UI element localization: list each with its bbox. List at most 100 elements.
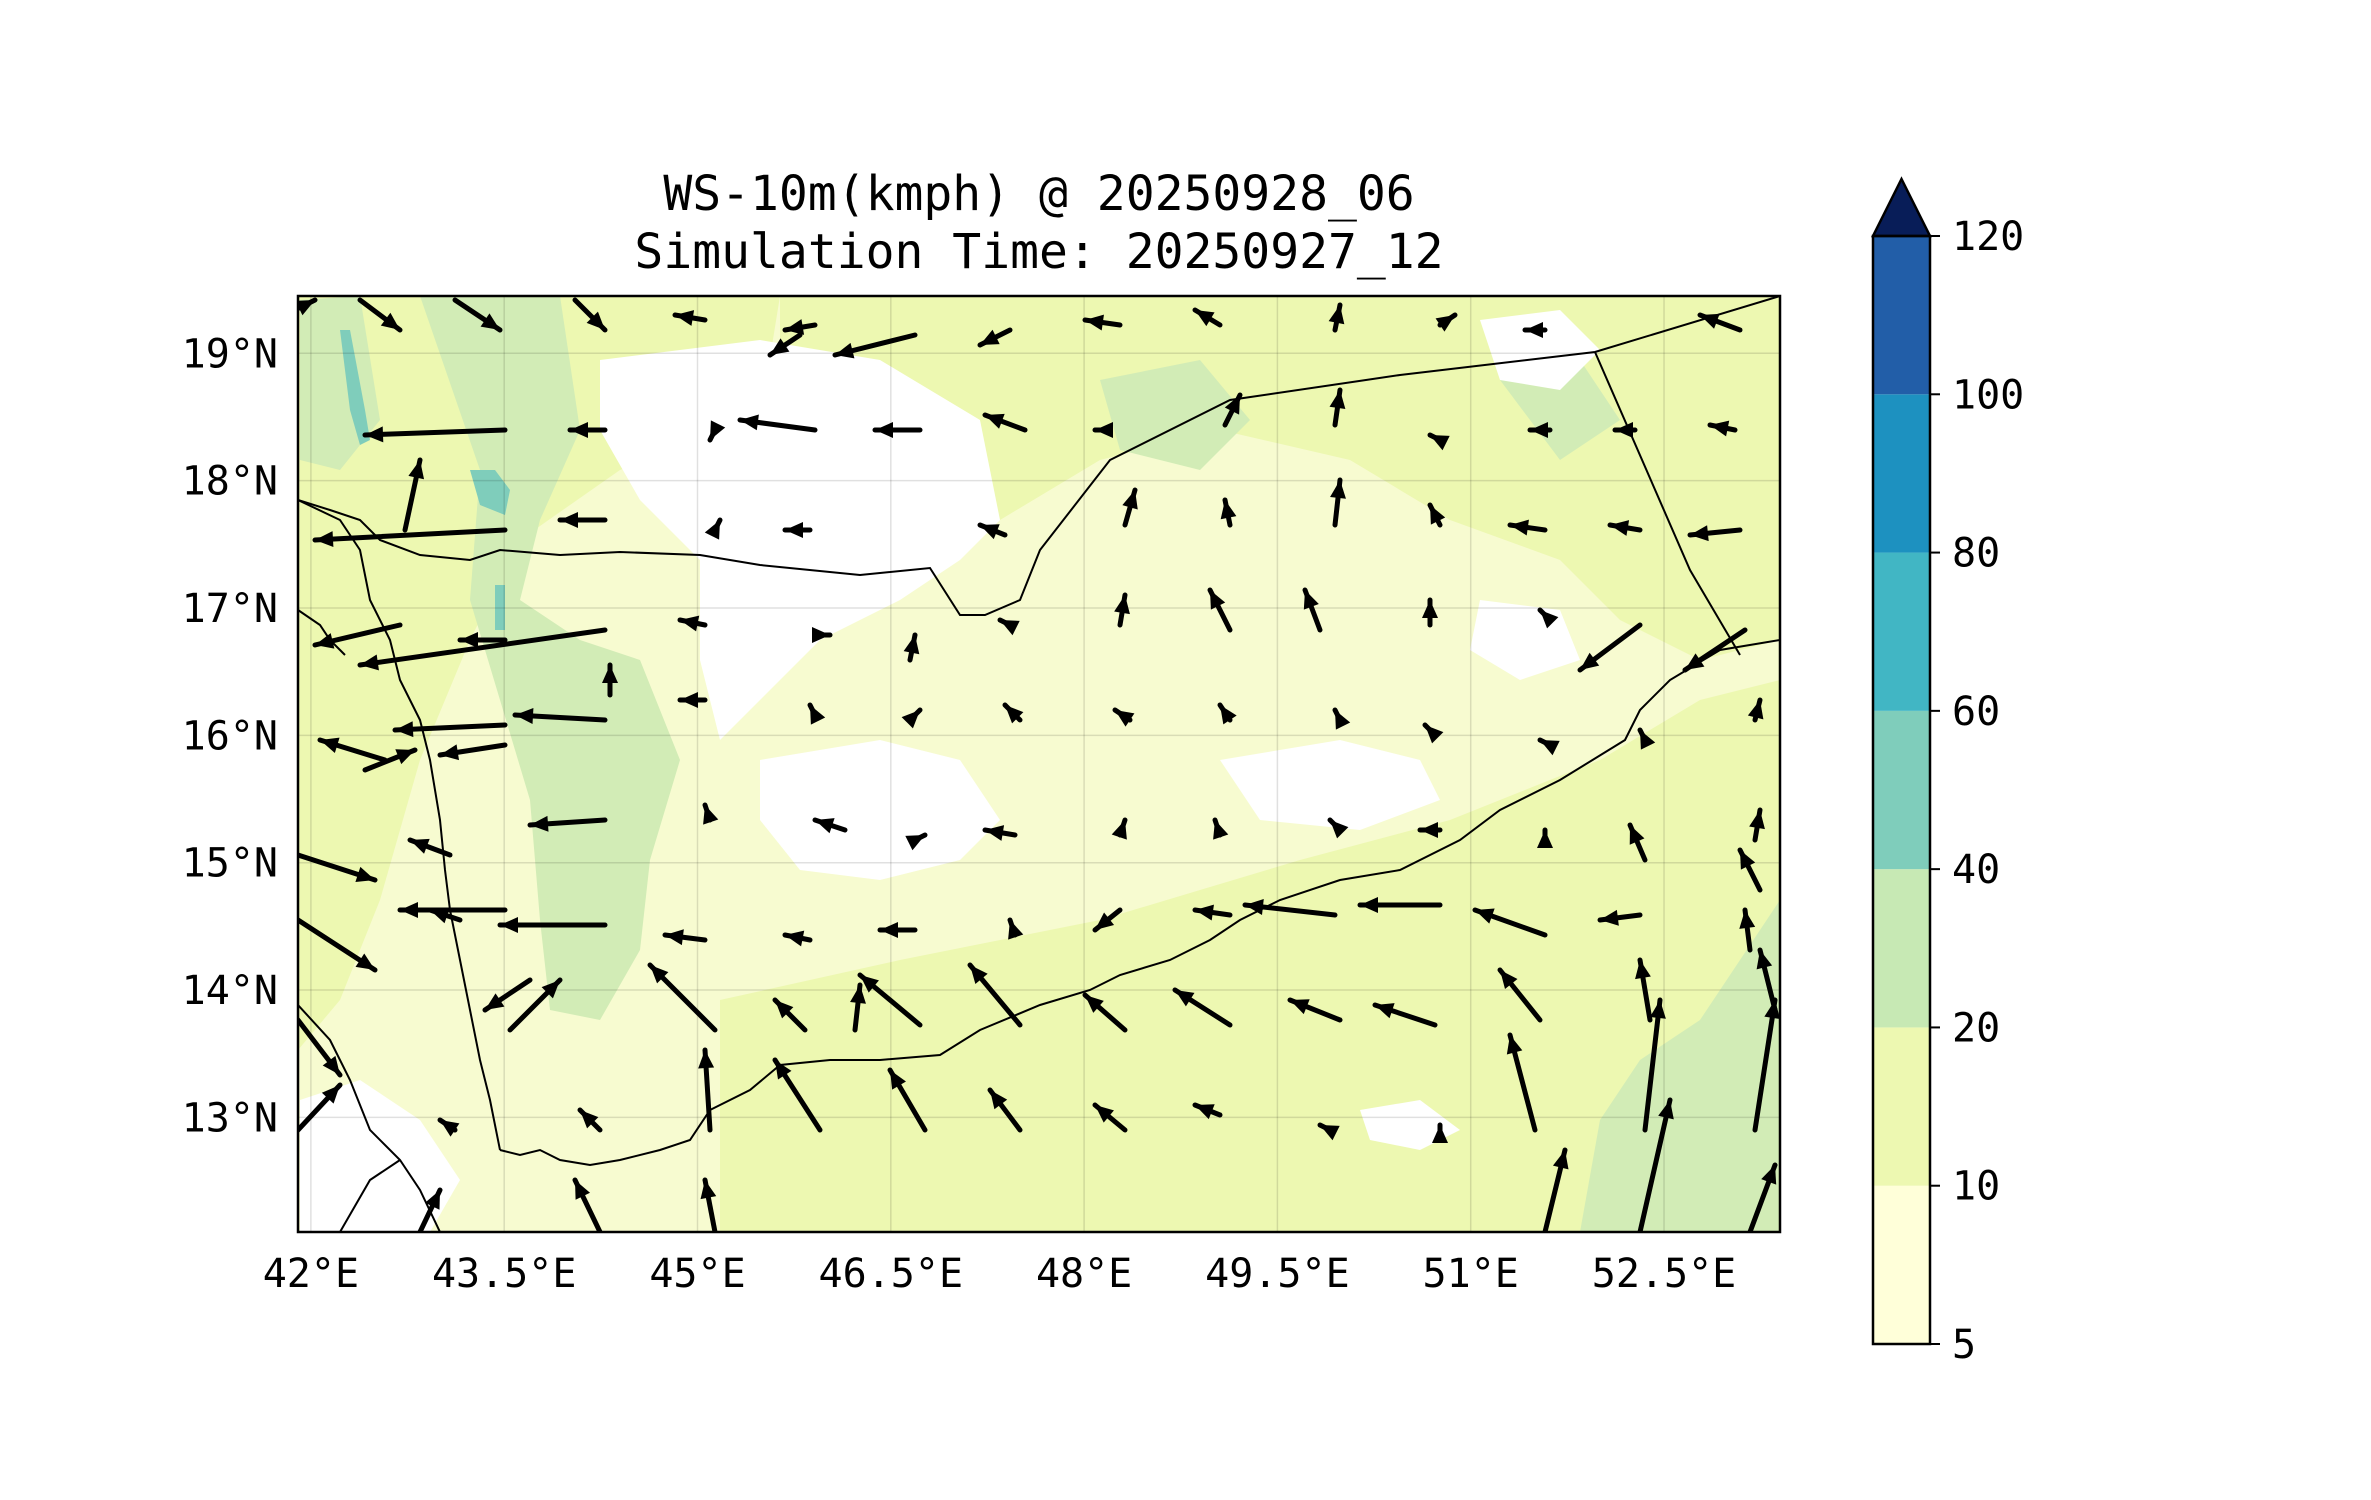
speed-40-60-streak-3 xyxy=(495,585,505,630)
colorbar-label-3: 40 xyxy=(1952,847,2000,893)
y-axis-ticks: 19°N 18°N 17°N 16°N 15°N 14°N 13°N xyxy=(182,331,278,1141)
wind-vector-54 xyxy=(1682,627,1748,673)
wind-vector-76 xyxy=(982,825,1018,841)
eritrea-coastline-north xyxy=(298,609,346,656)
wind-speed-field-patches xyxy=(298,296,1780,1232)
wind-vector-1 xyxy=(357,297,403,333)
wind-vector-101 xyxy=(427,907,463,924)
speed-40-60-streak-1 xyxy=(340,330,370,445)
y-tick-label-4: 15°N xyxy=(182,841,278,887)
wind-vector-49 xyxy=(1207,587,1233,633)
wind-vector-96 xyxy=(1357,897,1443,913)
wind-vector-6 xyxy=(767,332,803,358)
wind-vector-47 xyxy=(997,617,1020,636)
wind-vector-127 xyxy=(1432,1122,1448,1143)
wind-vector-5 xyxy=(782,319,818,335)
wind-vector-93 xyxy=(1092,907,1123,933)
colorbar-label-1: 10 xyxy=(1952,1164,2000,1210)
wind-vector-11 xyxy=(1328,302,1345,333)
wind-vector-14 xyxy=(1697,312,1743,333)
african-coastline xyxy=(298,1004,441,1232)
wind-vector-51 xyxy=(1422,597,1438,628)
wind-vector-31 xyxy=(704,517,723,540)
wind-vector-136 xyxy=(1747,1162,1778,1232)
wind-vector-17 xyxy=(707,420,726,443)
wind-vector-131 xyxy=(417,1187,443,1232)
colorbar-segment-5 xyxy=(1873,394,1930,553)
wind-vector-106 xyxy=(850,982,866,1033)
low-speed-central xyxy=(600,340,1000,740)
wind-vector-59 xyxy=(677,692,708,708)
colorbar-label-6: 100 xyxy=(1952,372,2024,418)
wind-vector-104 xyxy=(647,962,718,1033)
colorbar-segment-3 xyxy=(1873,710,1930,870)
wind-vector-133 xyxy=(700,1177,718,1232)
colorbar-segment-2 xyxy=(1873,869,1930,1028)
wind-vector-91 xyxy=(877,922,918,938)
wind-vector-111 xyxy=(1287,997,1343,1023)
wind-vector-83 xyxy=(1749,807,1765,843)
wind-vector-22 xyxy=(1222,392,1243,428)
x-tick-label-0: 42°E xyxy=(263,1251,359,1297)
wind-vector-8 xyxy=(977,327,1013,348)
wind-vector-27 xyxy=(1707,420,1738,437)
wind-vector-55 xyxy=(317,737,388,763)
colorbar-label-0: 5 xyxy=(1952,1322,1976,1368)
wind-vector-30 xyxy=(557,512,608,528)
wind-vectors xyxy=(298,297,1780,1232)
wind-vector-100 xyxy=(298,917,378,973)
wind-vector-99 xyxy=(1739,907,1756,953)
wind-vector-58 xyxy=(602,662,618,698)
low-speed-horn xyxy=(300,1080,460,1232)
wind-vector-20 xyxy=(982,412,1028,433)
wind-vector-9 xyxy=(1082,314,1123,331)
wind-vector-36 xyxy=(1330,477,1346,528)
wind-vector-94 xyxy=(1192,904,1233,921)
djibouti-border xyxy=(339,1159,401,1232)
red-sea-coastline xyxy=(298,499,501,1151)
colorbar-frame xyxy=(1871,234,1932,1346)
wind-vector-107 xyxy=(857,972,923,1028)
wind-vector-61 xyxy=(901,707,923,729)
wind-vector-13 xyxy=(1522,322,1548,338)
x-tick-label-1: 43.5°E xyxy=(432,1251,577,1297)
wind-vector-86 xyxy=(407,837,453,858)
wind-vector-88 xyxy=(497,917,608,933)
wind-vector-70 xyxy=(362,747,418,773)
wind-vector-84 xyxy=(1737,847,1763,893)
wind-vector-46 xyxy=(903,632,920,663)
wind-vector-12 xyxy=(1435,312,1458,332)
wind-vector-113 xyxy=(1497,967,1543,1023)
colorbar-label-4: 60 xyxy=(1952,689,2000,735)
wind-vector-63 xyxy=(1112,707,1135,727)
wind-vector-103 xyxy=(482,977,533,1013)
wind-vector-21 xyxy=(1092,422,1113,438)
low-speed-hadramaut xyxy=(1220,740,1440,830)
wind-vector-97 xyxy=(1472,907,1548,938)
wind-vector-105 xyxy=(772,997,808,1033)
x-tick-label-7: 52.5°E xyxy=(1592,1251,1737,1297)
wind-vector-69 xyxy=(1747,697,1764,723)
wind-vector-2 xyxy=(452,297,503,333)
colorbar-segment-6 xyxy=(1873,236,1930,395)
colorbar-label-7: 120 xyxy=(1952,214,2024,260)
wind-vector-112 xyxy=(1372,1002,1438,1028)
wind-vector-108 xyxy=(967,962,1023,1028)
wind-vector-65 xyxy=(1332,707,1351,730)
wind-vector-85 xyxy=(298,852,378,883)
wind-vector-57 xyxy=(512,708,608,724)
wind-vector-41 xyxy=(312,622,403,649)
coastlines-and-borders xyxy=(298,296,1780,1232)
wind-vector-66 xyxy=(1422,722,1444,744)
colorbar: 5 10 20 40 60 80 100 120 xyxy=(1870,176,2024,1368)
y-tick-label-0: 19°N xyxy=(182,331,278,377)
wind-vector-28 xyxy=(312,527,508,548)
wind-vector-68 xyxy=(1637,727,1656,750)
wind-vector-60 xyxy=(807,702,826,725)
wind-vector-43 xyxy=(457,632,508,648)
map-panel xyxy=(298,296,1780,1232)
map-title-line-1: WS-10m(kmph) @ 20250928_06 xyxy=(663,166,1414,222)
wind-vector-116 xyxy=(298,1017,343,1078)
colorbar-segment-4 xyxy=(1873,552,1930,711)
